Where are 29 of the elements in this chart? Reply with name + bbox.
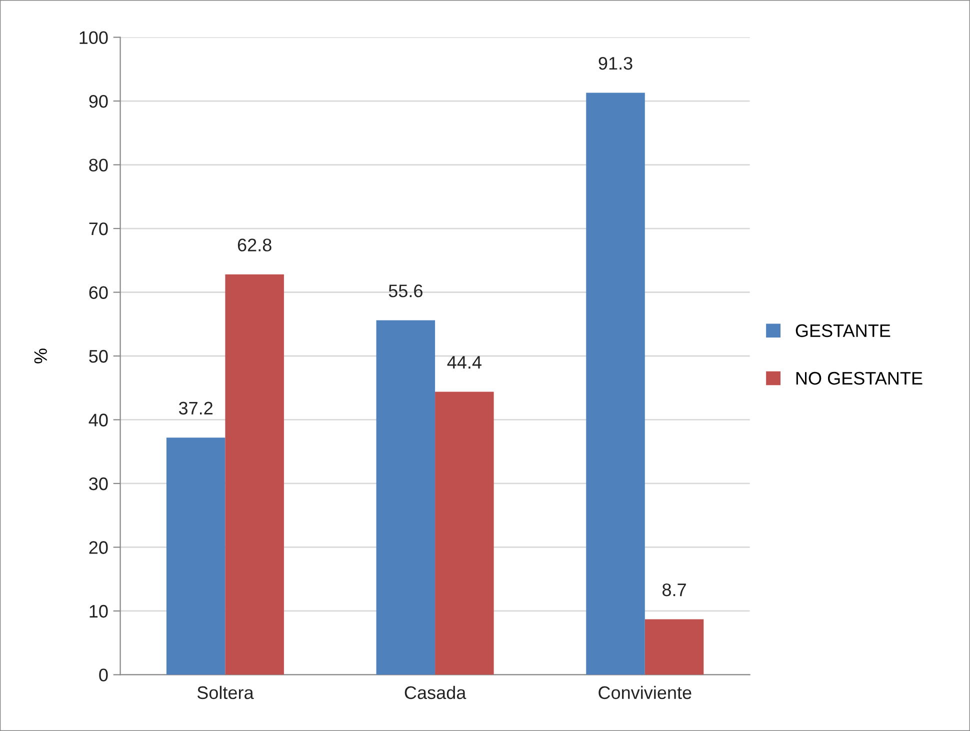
y-tick-label: 40 — [88, 414, 108, 426]
data-label: 62.8 — [238, 238, 272, 252]
bar — [435, 392, 494, 675]
y-tick-label: 60 — [89, 286, 108, 299]
y-tick-label: 10 — [90, 604, 108, 618]
data-label: 91.3 — [598, 56, 632, 70]
bar — [644, 619, 704, 675]
y-tick-label: 70 — [89, 222, 108, 236]
y-tick-label: 100 — [80, 31, 108, 44]
y-axis-title: % — [34, 348, 47, 364]
bar — [225, 274, 284, 675]
bar — [166, 438, 226, 675]
legend-label: GESTANTE — [796, 324, 890, 338]
x-tick-label: Conviviente — [598, 686, 692, 700]
data-label: 44.4 — [447, 356, 482, 368]
bar — [376, 320, 436, 675]
x-tick-label: Casada — [404, 686, 466, 700]
y-tick-label: 0 — [99, 668, 108, 682]
data-label: 8.7 — [662, 583, 686, 596]
data-label: 37.2 — [178, 402, 212, 415]
x-tick-label: Soltera — [197, 686, 254, 700]
y-tick-label: 90 — [89, 94, 108, 108]
y-tick-label: 50 — [89, 350, 108, 363]
legend-label: NO GESTANTE — [796, 372, 922, 385]
y-tick-label: 30 — [89, 477, 108, 490]
bar — [586, 92, 645, 675]
y-tick-label: 20 — [89, 541, 108, 554]
data-label: 55.6 — [388, 284, 422, 298]
y-tick-label: 80 — [89, 158, 108, 172]
